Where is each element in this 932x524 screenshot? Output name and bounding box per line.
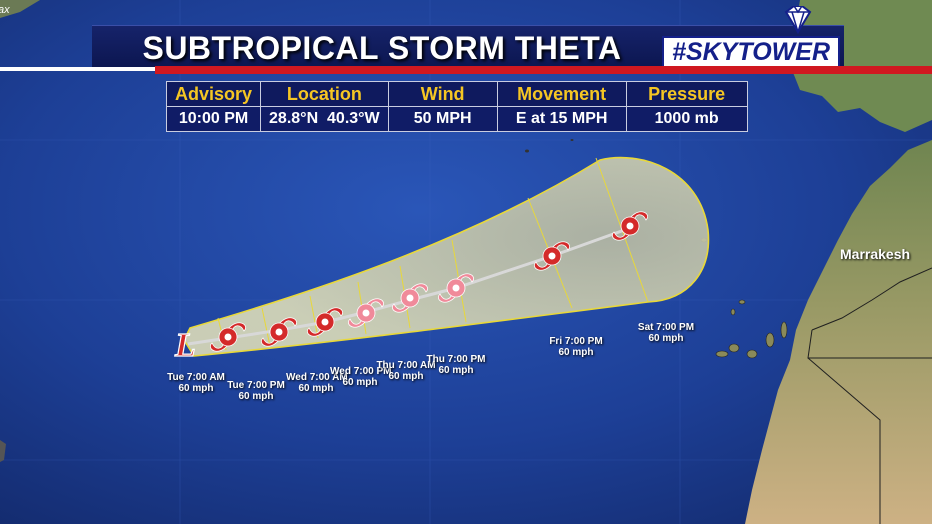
forecast-point-label: Thu 7:00 AM 60 mph — [376, 360, 436, 382]
forecast-time: Thu 7:00 PM — [426, 354, 486, 365]
azores-island — [570, 139, 574, 141]
header-location: Location — [260, 81, 389, 107]
network-logo-fragment: ax — [0, 4, 10, 16]
advisory-header-row: Advisory Location Wind Movement Pressure — [165, 81, 748, 107]
advisory-value-row: 10:00 PM 28.8°N 40.3°W 50 MPH E at 15 MP… — [165, 106, 748, 132]
forecast-time: Thu 7:00 AM — [376, 360, 436, 371]
forecast-wind: 60 mph — [648, 333, 684, 344]
tropical-storm-icon — [348, 298, 384, 328]
forecast-wind: 60 mph — [298, 383, 334, 394]
tropical-storm-icon — [438, 273, 474, 303]
diamond-icon — [784, 6, 812, 34]
title-bar: SUBTROPICAL STORM THETA #SKYTOWER — [92, 6, 844, 68]
africa-landmass — [745, 140, 932, 524]
forecast-cone — [183, 156, 710, 357]
forecast-point-label: Wed 7:00 AM 60 mph — [286, 372, 348, 394]
value-pressure: 1000 mb — [625, 106, 748, 132]
forecast-point-label: Sat 7:00 PM 60 mph — [636, 322, 696, 344]
forecast-point-label: Fri 7:00 PM 60 mph — [546, 336, 606, 358]
forecast-wind: 60 mph — [342, 377, 378, 388]
country-borders — [807, 267, 932, 524]
forecast-wind: 60 mph — [438, 365, 474, 376]
storm-title: SUBTROPICAL STORM THETA — [142, 30, 622, 66]
white-accent-line — [0, 67, 155, 71]
forecast-time: Wed 7:00 PM — [330, 366, 392, 377]
value-wind: 50 MPH — [387, 106, 498, 132]
forecast-point-label: Tue 7:00 AM 60 mph — [166, 372, 226, 394]
skytower-logo: #SKYTOWER — [662, 36, 840, 68]
value-advisory: 10:00 PM — [165, 106, 262, 132]
forecast-time: Tue 7:00 AM — [167, 372, 225, 383]
forecast-point-label: Tue 7:00 PM 60 mph — [226, 380, 286, 402]
azores-island — [525, 149, 529, 153]
value-location: 28.8°N 40.3°W — [260, 106, 389, 132]
red-accent-line — [155, 66, 932, 74]
forecast-time: Sat 7:00 PM — [637, 322, 695, 333]
value-movement: E at 15 MPH — [496, 106, 627, 132]
forecast-wind: 60 mph — [388, 371, 424, 382]
tropical-storm-icon — [210, 322, 246, 352]
top-left-land — [0, 0, 40, 18]
forecast-time: Fri 7:00 PM — [549, 336, 603, 347]
tropical-storm-icon — [392, 283, 428, 313]
tropical-storm-icon — [534, 241, 570, 271]
tropical-storm-icon — [261, 317, 297, 347]
forecast-wind: 60 mph — [238, 391, 274, 402]
bermuda-edge-land — [0, 440, 6, 462]
header-pressure: Pressure — [625, 81, 748, 107]
forecast-point-label: Thu 7:00 PM 60 mph — [426, 354, 486, 376]
tropical-storm-icon — [307, 307, 343, 337]
advisory-table: Advisory Location Wind Movement Pressure… — [165, 81, 748, 132]
forecast-wind: 60 mph — [178, 383, 214, 394]
forecast-point-label: Wed 7:00 PM 60 mph — [330, 366, 392, 388]
current-position-marker: L — [174, 327, 196, 364]
canary-islands — [715, 299, 788, 359]
header-advisory: Advisory — [165, 81, 262, 107]
forecast-wind: 60 mph — [558, 347, 594, 358]
forecast-time: Tue 7:00 PM — [227, 380, 285, 391]
header-movement: Movement — [496, 81, 627, 107]
forecast-time: Wed 7:00 AM — [286, 372, 348, 383]
city-label-marrakesh: Marrakesh — [840, 246, 911, 262]
header-wind: Wind — [387, 81, 498, 107]
tropical-storm-icon — [612, 211, 648, 241]
